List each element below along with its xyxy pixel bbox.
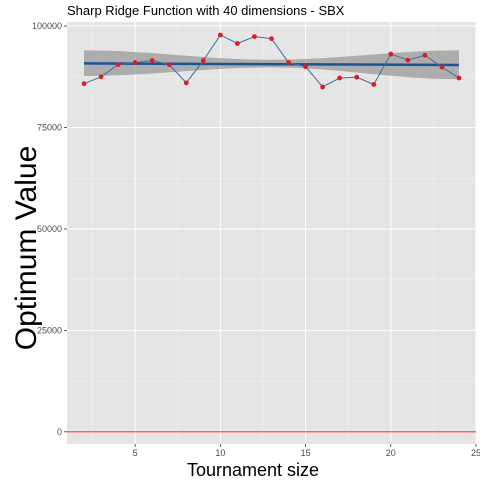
- data-point: [405, 57, 411, 63]
- data-point: [303, 64, 308, 70]
- data-point: [183, 80, 189, 86]
- data-point: [269, 36, 274, 42]
- data-point: [456, 75, 462, 81]
- data-point: [439, 64, 445, 70]
- data-point: [149, 58, 155, 63]
- data-point: [252, 34, 257, 40]
- data-point: [337, 75, 343, 81]
- data-point: [371, 82, 377, 87]
- trend-line: [84, 62, 459, 67]
- data-point: [217, 32, 223, 38]
- data-point: [115, 62, 121, 68]
- plot-panel: [67, 22, 477, 444]
- data-point: [320, 84, 326, 90]
- y-tick-label: 0: [57, 427, 62, 437]
- data-point: [388, 51, 394, 57]
- panel-background: [67, 22, 476, 444]
- y-tick-label: 50000: [37, 224, 62, 234]
- y-axis: 0 25000 50000 75000 100000: [32, 21, 67, 437]
- data-point: [286, 60, 291, 65]
- x-tick-label: 15: [301, 448, 311, 458]
- data-point: [354, 74, 360, 80]
- x-axis-title: Tournament size: [187, 460, 319, 480]
- x-tick-label: 25: [471, 448, 480, 458]
- data-point: [98, 74, 104, 80]
- data-point: [166, 62, 172, 68]
- y-tick-label: 25000: [37, 325, 62, 335]
- y-tick-label: 100000: [32, 21, 62, 31]
- y-axis-title: Optimum Value: [10, 146, 43, 351]
- data-point: [422, 52, 428, 58]
- x-tick-label: 5: [133, 448, 138, 458]
- x-axis: 5 10 15 20 25: [133, 444, 480, 458]
- x-tick-label: 10: [215, 448, 225, 458]
- data-point: [235, 41, 240, 46]
- data-point: [81, 81, 87, 87]
- y-tick-label: 75000: [37, 123, 62, 133]
- data-point: [200, 58, 206, 63]
- data-point: [132, 60, 138, 65]
- chart-title: Sharp Ridge Function with 40 dimensions …: [67, 3, 345, 18]
- x-tick-label: 20: [386, 448, 396, 458]
